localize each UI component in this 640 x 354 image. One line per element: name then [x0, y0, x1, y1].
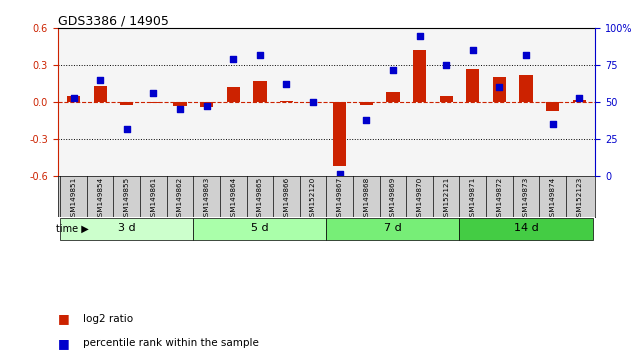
Text: GSM149868: GSM149868: [364, 177, 369, 221]
Point: [122, 126, 132, 131]
Text: GSM149864: GSM149864: [230, 177, 236, 221]
Bar: [200, 102, 213, 107]
Bar: [326, 218, 460, 240]
Point: [388, 67, 398, 73]
Point: [175, 107, 185, 112]
Text: ■: ■: [58, 312, 69, 325]
Text: GSM149870: GSM149870: [417, 177, 422, 221]
Text: GSM149855: GSM149855: [124, 177, 130, 221]
Text: GSM149867: GSM149867: [337, 177, 342, 221]
Bar: [460, 218, 593, 240]
Point: [441, 62, 451, 68]
Point: [415, 33, 425, 39]
Text: GSM149861: GSM149861: [150, 177, 156, 221]
Text: percentile rank within the sample: percentile rank within the sample: [83, 338, 259, 348]
Point: [547, 121, 557, 127]
Point: [361, 117, 371, 122]
Bar: [573, 99, 586, 102]
Text: GSM152123: GSM152123: [576, 177, 582, 221]
Point: [521, 52, 531, 58]
Bar: [413, 50, 426, 102]
Text: GSM149863: GSM149863: [204, 177, 210, 221]
Point: [95, 77, 106, 83]
Point: [282, 81, 292, 87]
Bar: [67, 96, 80, 102]
Bar: [466, 69, 479, 102]
Bar: [147, 102, 160, 103]
Bar: [333, 102, 346, 166]
Text: GSM149851: GSM149851: [70, 177, 77, 221]
Point: [308, 99, 318, 105]
Point: [494, 85, 504, 90]
Point: [468, 47, 478, 53]
Text: GSM149872: GSM149872: [497, 177, 502, 221]
Text: GSM149866: GSM149866: [284, 177, 289, 221]
Bar: [120, 102, 134, 104]
Text: GSM149865: GSM149865: [257, 177, 263, 221]
Bar: [93, 86, 107, 102]
Bar: [493, 78, 506, 102]
Point: [68, 95, 79, 101]
Text: GSM152121: GSM152121: [443, 177, 449, 221]
Bar: [227, 87, 240, 102]
Point: [335, 172, 345, 177]
Bar: [387, 92, 399, 102]
Text: ■: ■: [58, 337, 69, 350]
Text: GSM149862: GSM149862: [177, 177, 183, 221]
Point: [228, 56, 238, 62]
Text: GSM149871: GSM149871: [470, 177, 476, 221]
Text: GSM149854: GSM149854: [97, 177, 103, 221]
Text: 3 d: 3 d: [118, 223, 136, 233]
Bar: [519, 75, 532, 102]
Bar: [253, 81, 266, 102]
Text: 5 d: 5 d: [251, 223, 269, 233]
Bar: [546, 102, 559, 111]
Text: GSM152120: GSM152120: [310, 177, 316, 221]
Point: [574, 95, 584, 101]
Bar: [60, 218, 193, 240]
Text: time ▶: time ▶: [56, 223, 89, 233]
Text: 7 d: 7 d: [384, 223, 402, 233]
Bar: [173, 102, 187, 106]
Text: 14 d: 14 d: [514, 223, 538, 233]
Bar: [440, 96, 453, 102]
Bar: [193, 218, 326, 240]
Bar: [360, 102, 373, 104]
Text: GSM149874: GSM149874: [550, 177, 556, 221]
Bar: [280, 101, 293, 102]
Point: [148, 90, 159, 96]
Point: [255, 52, 265, 58]
Text: GDS3386 / 14905: GDS3386 / 14905: [58, 14, 168, 27]
Text: GSM149869: GSM149869: [390, 177, 396, 221]
Point: [202, 104, 212, 109]
Text: GSM149873: GSM149873: [523, 177, 529, 221]
Text: log2 ratio: log2 ratio: [83, 314, 133, 324]
